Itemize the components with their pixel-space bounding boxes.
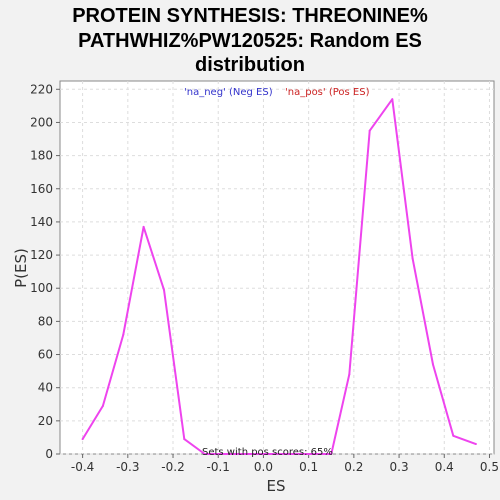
data-point — [411, 257, 414, 260]
data-point — [348, 373, 351, 376]
data-point — [162, 288, 165, 291]
y-tick-label: 100 — [30, 281, 53, 295]
data-point — [142, 225, 145, 228]
data-point — [122, 333, 125, 336]
x-axis-label: ES — [267, 477, 286, 495]
data-point — [183, 438, 186, 441]
legend-neg-label: 'na_neg' (Neg ES) — [184, 87, 273, 98]
data-point — [474, 443, 477, 446]
series-group — [81, 98, 477, 455]
chart-title-line-3: distribution — [195, 54, 305, 76]
x-tick-label: 0.0 — [254, 460, 273, 474]
y-tick-label: 200 — [30, 115, 53, 129]
x-tick-label: -0.3 — [116, 460, 139, 474]
data-point — [203, 453, 206, 455]
legend-pos-label: 'na_pos' (Pos ES) — [285, 87, 370, 98]
grid-lines — [60, 81, 494, 455]
y-tick-label: 180 — [30, 149, 53, 163]
data-point — [452, 434, 455, 437]
y-tick-label: 160 — [30, 182, 53, 196]
y-tick-label: 80 — [38, 314, 53, 328]
x-tick-label: 0.1 — [299, 460, 318, 474]
y-tick-label: 140 — [30, 215, 53, 229]
x-tick-label: -0.4 — [71, 460, 94, 474]
chart-title-line-2: PATHWHIZ%PW120525: Random ES — [78, 30, 422, 52]
x-tick-label: -0.1 — [207, 460, 230, 474]
y-tick-label: 0 — [45, 447, 53, 461]
y-axis-label: P(ES) — [12, 248, 30, 288]
plot-area — [59, 80, 495, 455]
data-point — [81, 438, 84, 441]
data-point — [391, 98, 394, 101]
x-tick-label: 0.4 — [435, 460, 454, 474]
x-tick-label: -0.2 — [161, 460, 184, 474]
data-point — [330, 453, 333, 455]
y-tick-label: 120 — [30, 248, 53, 262]
axes: -0.4 -0.3 -0.2 -0.1 0.0 0.1 0.2 0.3 0.4 0.5 0 20 40 6… — [30, 82, 499, 474]
y-tick-label: 60 — [38, 348, 53, 362]
x-tick-label: 0.2 — [344, 460, 363, 474]
data-point — [101, 404, 104, 407]
y-tick-label: 40 — [38, 381, 53, 395]
chart-title-line-1: PROTEIN SYNTHESIS: THREONINE% — [72, 5, 428, 27]
y-tick-label: 220 — [30, 82, 53, 96]
data-point — [368, 129, 371, 132]
data-point — [431, 363, 434, 366]
x-tick-label: 0.5 — [480, 460, 499, 474]
x-tick-label: 0.3 — [390, 460, 409, 474]
y-tick-label: 20 — [38, 414, 53, 428]
pos-scores-annotation: Sets with pos scores: 65% — [202, 447, 333, 458]
